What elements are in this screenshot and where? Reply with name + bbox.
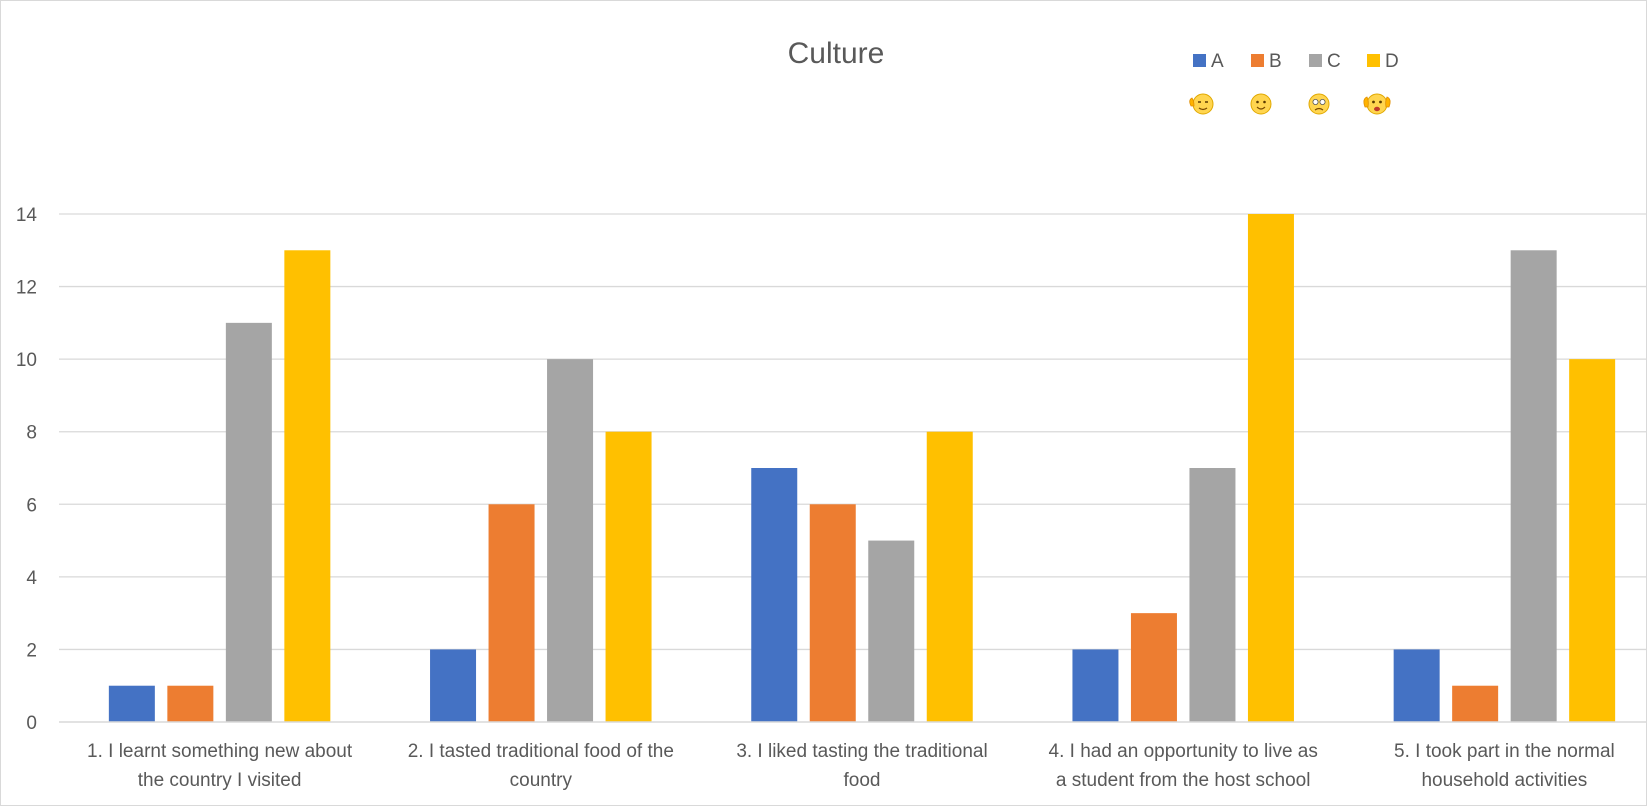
bar-c <box>868 540 915 722</box>
cheering-face-icon <box>1363 93 1391 115</box>
x-tick-label: 5. I took part in the normal <box>1394 741 1615 762</box>
bar-a <box>1072 649 1119 722</box>
bar-a <box>1393 649 1440 722</box>
y-tick-label: 4 <box>26 568 37 589</box>
hand-wave-face-icon <box>1189 93 1214 115</box>
legend: A B C D <box>1189 51 1399 115</box>
x-tick-label: the country I visited <box>138 770 302 791</box>
bar-a <box>430 649 477 722</box>
legend-swatch-d <box>1367 54 1380 67</box>
x-tick-label: 3. I liked tasting the traditional <box>736 741 987 762</box>
x-tick-label: 2. I tasted traditional food of the <box>408 741 674 762</box>
legend-swatch-a <box>1193 54 1206 67</box>
x-tick-label: country <box>510 770 573 791</box>
legend-label-a: A <box>1211 51 1224 72</box>
legend-swatch-c <box>1309 54 1322 67</box>
bar-a <box>108 685 155 722</box>
y-tick-label: 14 <box>16 205 38 226</box>
y-tick-label: 10 <box>16 350 37 371</box>
x-tick-label: household activities <box>1421 770 1587 791</box>
bar-b <box>1130 613 1177 722</box>
bar-b <box>1452 685 1499 722</box>
y-tick-label: 8 <box>26 423 37 444</box>
bar-c <box>1510 250 1557 723</box>
bar-b <box>488 504 535 722</box>
bar-d <box>926 431 973 722</box>
bar-c <box>547 359 594 722</box>
bar-c <box>1189 468 1236 722</box>
x-tick-label: a student from the host school <box>1056 770 1311 791</box>
y-tick-label: 0 <box>26 713 37 734</box>
bar-b <box>809 504 856 722</box>
legend-label-d: D <box>1385 51 1399 72</box>
bar-a <box>751 468 798 722</box>
legend-label-c: C <box>1327 51 1341 72</box>
y-tick-label: 2 <box>26 640 37 661</box>
y-tick-label: 6 <box>26 495 37 516</box>
bar-d <box>1569 359 1616 722</box>
x-tick-label: food <box>844 770 881 791</box>
bars <box>108 214 1616 723</box>
worried-face-icon <box>1308 93 1330 115</box>
bar-d <box>284 250 331 723</box>
legend-swatch-b <box>1251 54 1264 67</box>
x-tick-label: 1. I learnt something new about <box>87 741 353 762</box>
y-tick-label: 12 <box>16 278 37 299</box>
bar-b <box>167 685 214 722</box>
x-tick-label: 4. I had an opportunity to live as <box>1049 741 1318 762</box>
bar-d <box>1247 214 1294 722</box>
smiling-face-icon <box>1250 93 1272 115</box>
bar-c <box>225 322 272 722</box>
chart-title: Culture <box>788 37 885 70</box>
legend-label-b: B <box>1269 51 1282 72</box>
bar-d <box>605 431 652 722</box>
axes: 0 2 4 6 8 10 12 14 1. I learnt something new abo… <box>16 205 1647 791</box>
